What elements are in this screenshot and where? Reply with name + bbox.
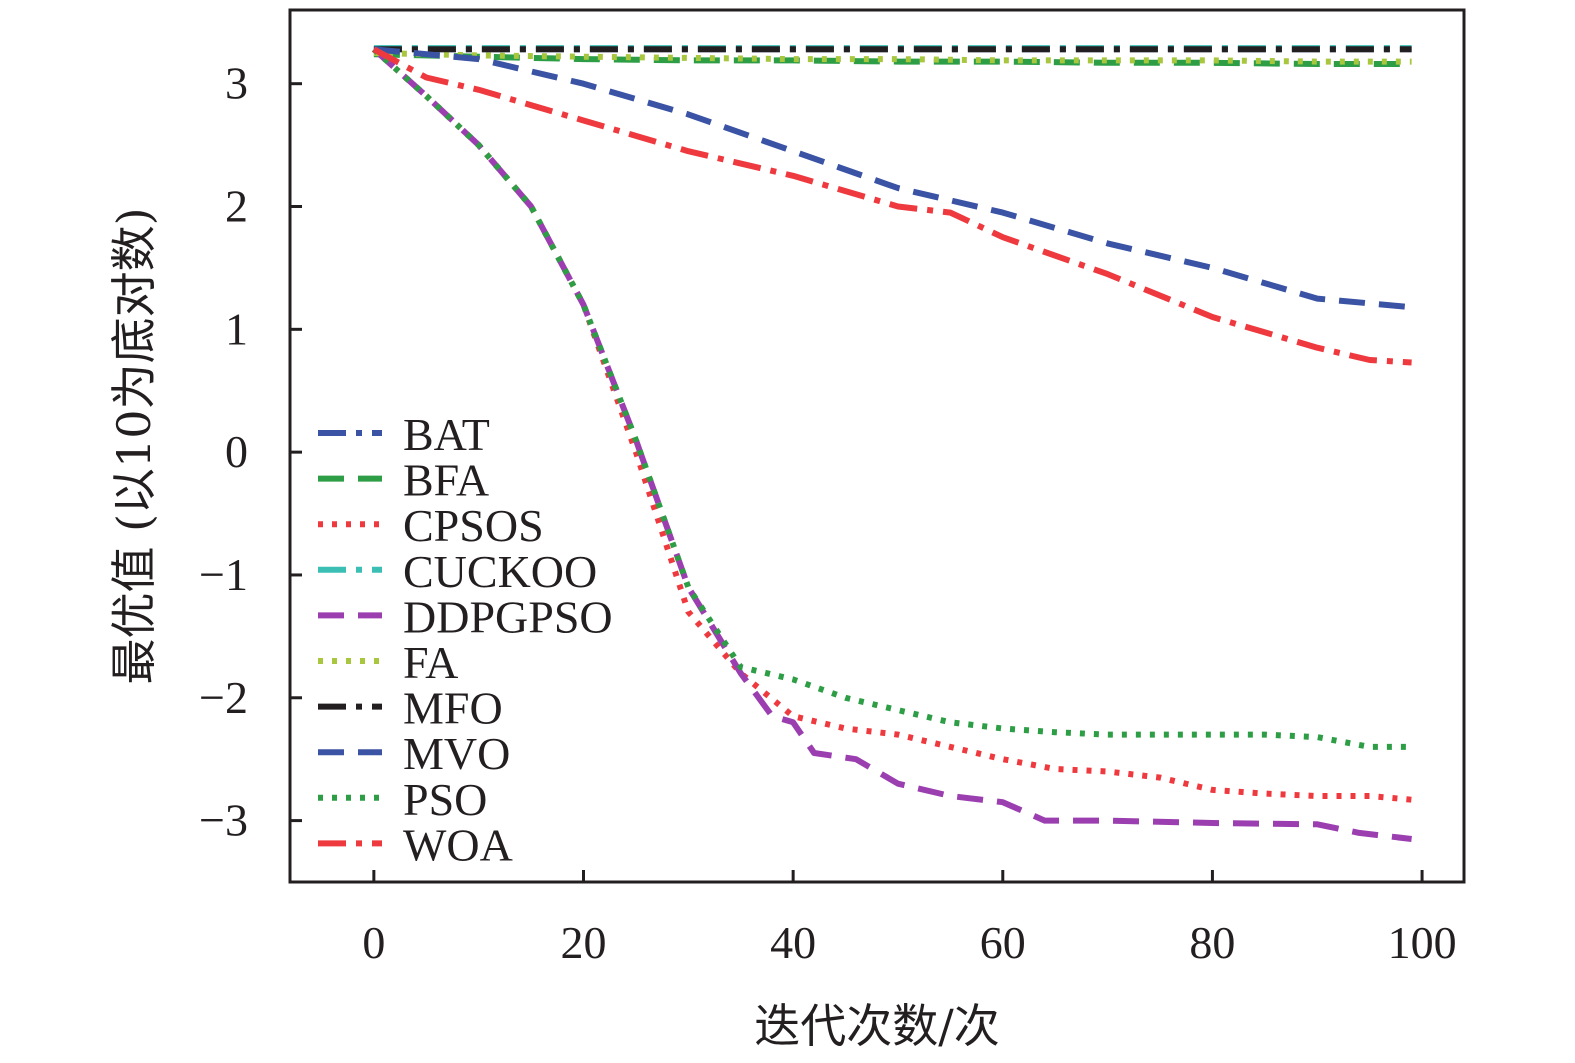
y-axis-title: 最优值 (以10为底对数) [107, 207, 161, 684]
x-axis-title: 迭代次数/次 [754, 999, 1000, 1053]
legend-label-pso: PSO [403, 774, 487, 825]
x-tick-label: 100 [1388, 917, 1457, 968]
x-tick-label: 80 [1189, 917, 1235, 968]
legend-label-woa: WOA [403, 819, 513, 870]
x-axis-ticks: 0 20 40 60 80 100 [362, 870, 1457, 968]
plot-frame [288, 8, 1466, 884]
series-line-woa [372, 46, 1412, 366]
legend-label-bfa: BFA [403, 455, 489, 506]
y-tick-label: 0 [225, 426, 248, 477]
legend-label-mfo: MFO [403, 683, 503, 734]
y-tick-label: 3 [225, 58, 248, 109]
y-tick-label: 1 [225, 303, 248, 354]
legend-label-mvo: MVO [403, 728, 510, 779]
x-tick-label: 60 [980, 917, 1026, 968]
y-tick-label: 2 [225, 181, 248, 232]
x-tick-label: 40 [770, 917, 816, 968]
y-tick-label: −3 [199, 795, 248, 846]
series-layer [371, 45, 1412, 842]
series-line-fa [373, 50, 1412, 65]
y-tick-label: −1 [199, 549, 248, 600]
series-line-bfa [373, 51, 1412, 67]
series-line-ddpgpso [371, 47, 1412, 842]
x-tick-label: 0 [362, 917, 385, 968]
x-tick-label: 20 [561, 917, 607, 968]
y-axis-ticks: −3 −2 −1 0 1 2 3 [199, 58, 302, 846]
legend-label-ddpgpso: DDPGPSO [403, 591, 613, 642]
series-line-cpsos [371, 47, 1412, 803]
y-tick-label: −2 [199, 672, 248, 723]
legend-label-cpsos: CPSOS [403, 500, 544, 551]
legend-label-cuckoo: CUCKOO [403, 546, 597, 597]
legend-label-bat: BAT [403, 409, 490, 460]
legend-label-fa: FA [403, 637, 458, 688]
series-line-mvo [373, 46, 1412, 311]
